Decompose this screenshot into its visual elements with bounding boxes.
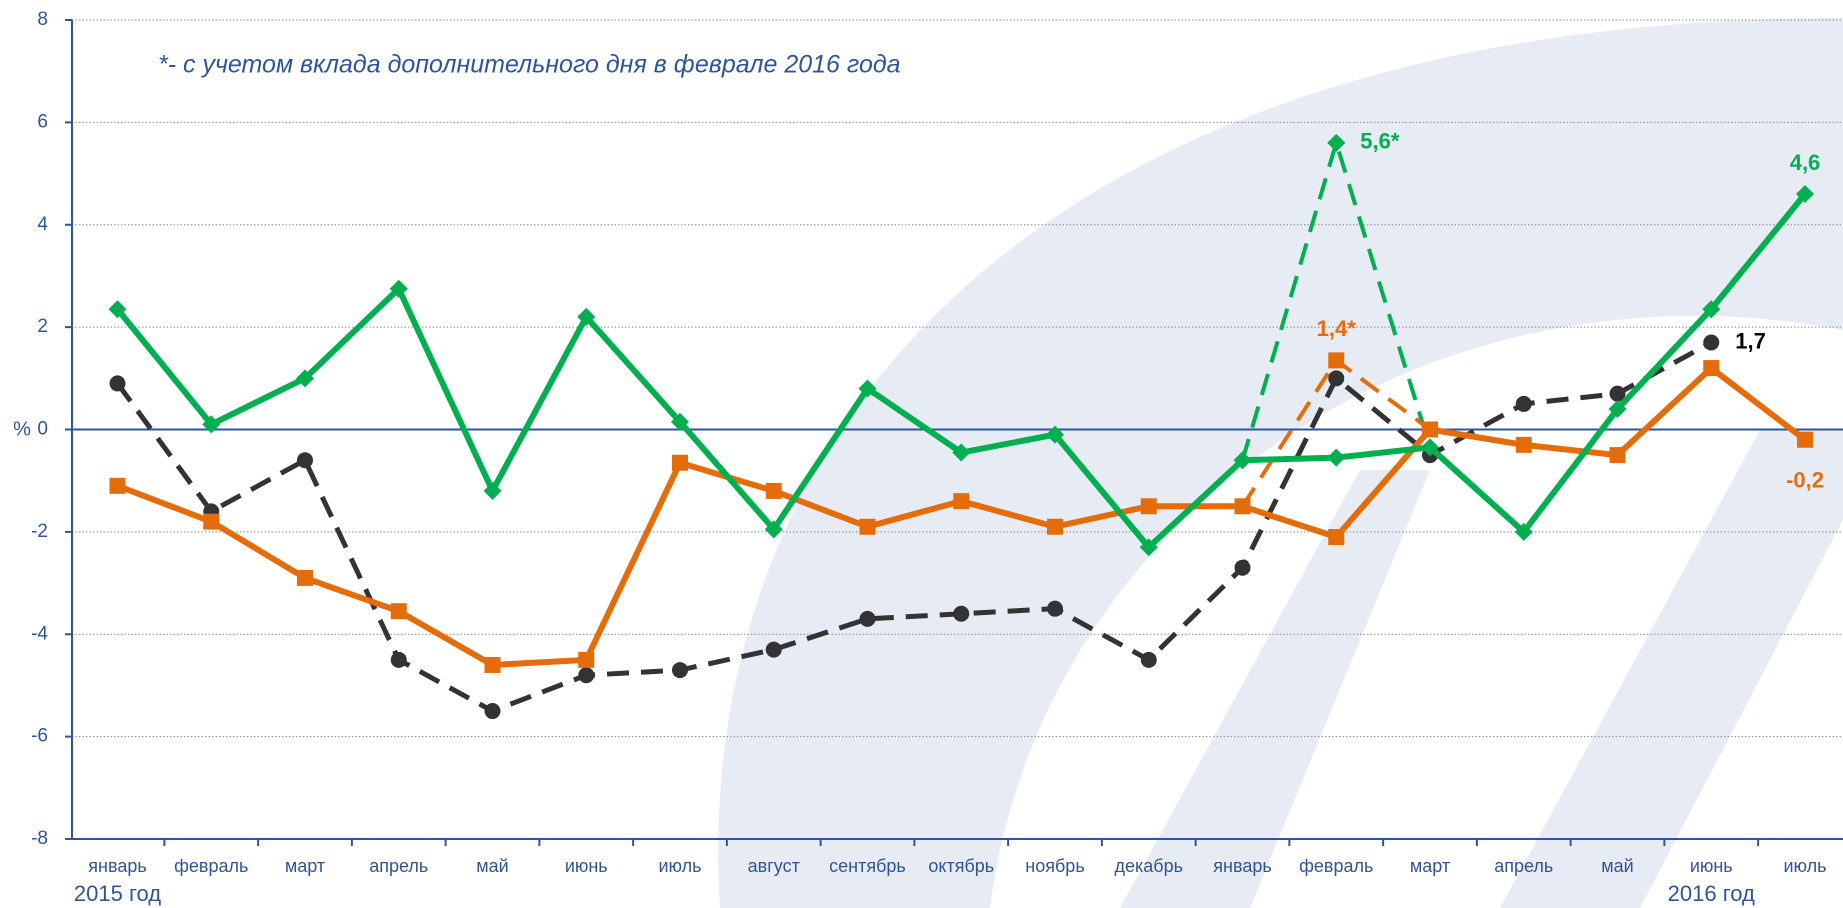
period-label: 2016 год	[1668, 881, 1755, 906]
marker	[1328, 352, 1344, 368]
x-tick-label: июнь	[565, 856, 608, 876]
marker	[110, 375, 126, 391]
marker	[1703, 334, 1719, 350]
y-tick-label: -4	[31, 623, 48, 644]
marker	[953, 606, 969, 622]
value-label: 4,6	[1790, 150, 1821, 175]
x-tick-label: апрель	[1494, 856, 1553, 876]
marker	[1141, 652, 1157, 668]
value-label: 1,7	[1735, 328, 1766, 353]
x-tick-label: март	[1410, 856, 1450, 876]
x-tick-label: май	[476, 856, 508, 876]
marker	[297, 570, 313, 586]
marker	[1610, 447, 1626, 463]
y-tick-label: 6	[37, 111, 48, 132]
y-tick-label: -8	[31, 828, 48, 849]
value-label: 1,4*	[1317, 316, 1357, 341]
y-tick-label: -2	[31, 521, 48, 542]
y-tick-label: 2	[37, 316, 48, 337]
marker	[953, 493, 969, 509]
marker	[1141, 498, 1157, 514]
x-tick-label: февраль	[174, 856, 248, 876]
marker	[1516, 437, 1532, 453]
x-tick-label: сентябрь	[829, 856, 906, 876]
x-tick-label: март	[285, 856, 325, 876]
marker	[1797, 432, 1813, 448]
chart: *- с учетом вклада дополнительного дня в…	[0, 0, 1843, 908]
value-label: -0,2	[1786, 468, 1824, 493]
marker	[1703, 360, 1719, 376]
y-tick-label: 8	[37, 9, 48, 30]
x-tick-label: июль	[1783, 856, 1826, 876]
marker	[485, 703, 501, 719]
marker	[1422, 422, 1438, 438]
x-tick-label: август	[748, 856, 800, 876]
marker	[391, 603, 407, 619]
note: *- с учетом вклада дополнительного дня в…	[158, 51, 901, 79]
x-tick-label: октябрь	[928, 856, 994, 876]
marker	[391, 652, 407, 668]
x-tick-label: ноябрь	[1025, 856, 1084, 876]
marker	[1327, 449, 1345, 467]
x-tick-label: июнь	[1690, 856, 1733, 876]
x-tick-label: июль	[658, 856, 701, 876]
y-tick-label: 0	[37, 419, 48, 440]
x-tick-label: январь	[1213, 856, 1271, 876]
marker	[1328, 370, 1344, 386]
marker	[1047, 601, 1063, 617]
marker	[1516, 396, 1532, 412]
x-tick-label: февраль	[1299, 856, 1373, 876]
y-tick-label: 4	[37, 214, 48, 235]
marker	[485, 657, 501, 673]
marker	[297, 452, 313, 468]
x-tick-label: декабрь	[1115, 856, 1184, 876]
x-tick-label: май	[1601, 856, 1633, 876]
marker	[578, 667, 594, 683]
x-tick-label: апрель	[369, 856, 428, 876]
marker	[766, 642, 782, 658]
marker	[578, 652, 594, 668]
marker	[672, 662, 688, 678]
y-tick-label: -6	[31, 726, 48, 747]
x-tick-label: январь	[88, 856, 146, 876]
marker	[110, 478, 126, 494]
marker	[1235, 560, 1251, 576]
y-axis-label: %	[13, 418, 31, 440]
marker	[203, 514, 219, 530]
marker	[1047, 519, 1063, 535]
marker	[860, 519, 876, 535]
period-label: 2015 год	[74, 881, 161, 906]
marker	[1235, 498, 1251, 514]
marker	[672, 455, 688, 471]
marker	[766, 483, 782, 499]
value-label: 5,6*	[1360, 129, 1400, 154]
background-logo	[718, 18, 1843, 908]
marker	[860, 611, 876, 627]
marker	[1328, 529, 1344, 545]
